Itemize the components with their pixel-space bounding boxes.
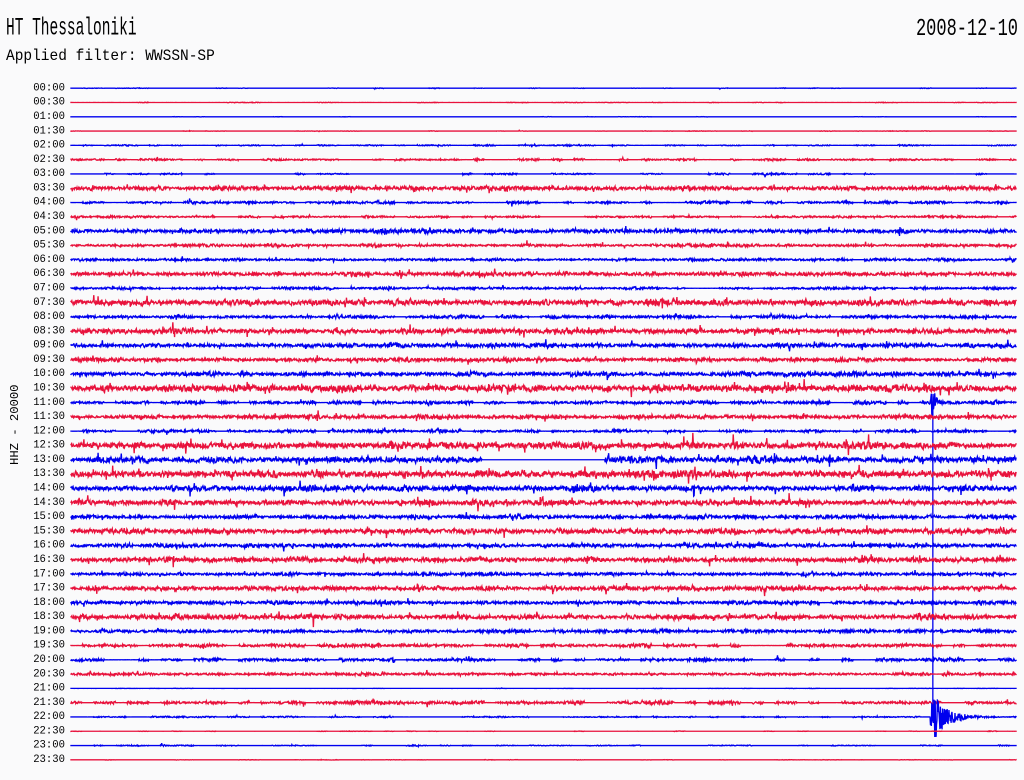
svg-text:02:30: 02:30 (33, 154, 65, 166)
svg-text:13:30: 13:30 (33, 468, 65, 480)
svg-text:03:30: 03:30 (33, 182, 65, 194)
svg-text:09:30: 09:30 (33, 354, 65, 366)
svg-text:06:00: 06:00 (33, 254, 65, 266)
svg-text:16:30: 16:30 (33, 554, 65, 566)
svg-text:05:30: 05:30 (33, 240, 65, 252)
svg-text:05:00: 05:00 (33, 225, 65, 237)
svg-text:06:30: 06:30 (33, 268, 65, 280)
svg-text:08:00: 08:00 (33, 311, 65, 323)
svg-text:17:00: 17:00 (33, 568, 65, 580)
svg-text:23:00: 23:00 (33, 740, 65, 752)
svg-text:03:00: 03:00 (33, 168, 65, 180)
svg-text:04:00: 04:00 (33, 197, 65, 209)
svg-text:08:30: 08:30 (33, 325, 65, 337)
svg-text:10:30: 10:30 (33, 382, 65, 394)
svg-text:00:00: 00:00 (33, 82, 65, 94)
svg-text:10:00: 10:00 (33, 368, 65, 380)
svg-text:21:30: 21:30 (33, 697, 65, 709)
svg-text:17:30: 17:30 (33, 583, 65, 595)
svg-text:19:00: 19:00 (33, 625, 65, 637)
svg-text:14:30: 14:30 (33, 497, 65, 509)
svg-text:02:00: 02:00 (33, 140, 65, 152)
svg-text:11:30: 11:30 (33, 411, 65, 423)
svg-text:07:30: 07:30 (33, 297, 65, 309)
svg-text:01:00: 01:00 (33, 111, 65, 123)
svg-text:20:00: 20:00 (33, 654, 65, 666)
svg-text:12:30: 12:30 (33, 440, 65, 452)
svg-text:18:30: 18:30 (33, 611, 65, 623)
svg-text:18:00: 18:00 (33, 597, 65, 609)
svg-text:13:00: 13:00 (33, 454, 65, 466)
svg-text:04:30: 04:30 (33, 211, 65, 223)
svg-text:19:30: 19:30 (33, 640, 65, 652)
svg-text:09:00: 09:00 (33, 340, 65, 352)
svg-text:15:30: 15:30 (33, 525, 65, 537)
svg-text:15:00: 15:00 (33, 511, 65, 523)
svg-text:23:30: 23:30 (33, 754, 65, 766)
svg-text:12:00: 12:00 (33, 425, 65, 437)
svg-text:00:30: 00:30 (33, 97, 65, 109)
svg-text:22:00: 22:00 (33, 711, 65, 723)
svg-text:14:00: 14:00 (33, 483, 65, 495)
svg-text:22:30: 22:30 (33, 725, 65, 737)
svg-text:07:00: 07:00 (33, 282, 65, 294)
svg-text:16:00: 16:00 (33, 540, 65, 552)
svg-text:20:30: 20:30 (33, 668, 65, 680)
svg-text:11:00: 11:00 (33, 397, 65, 409)
svg-text:21:00: 21:00 (33, 683, 65, 695)
svg-text:01:30: 01:30 (33, 125, 65, 137)
